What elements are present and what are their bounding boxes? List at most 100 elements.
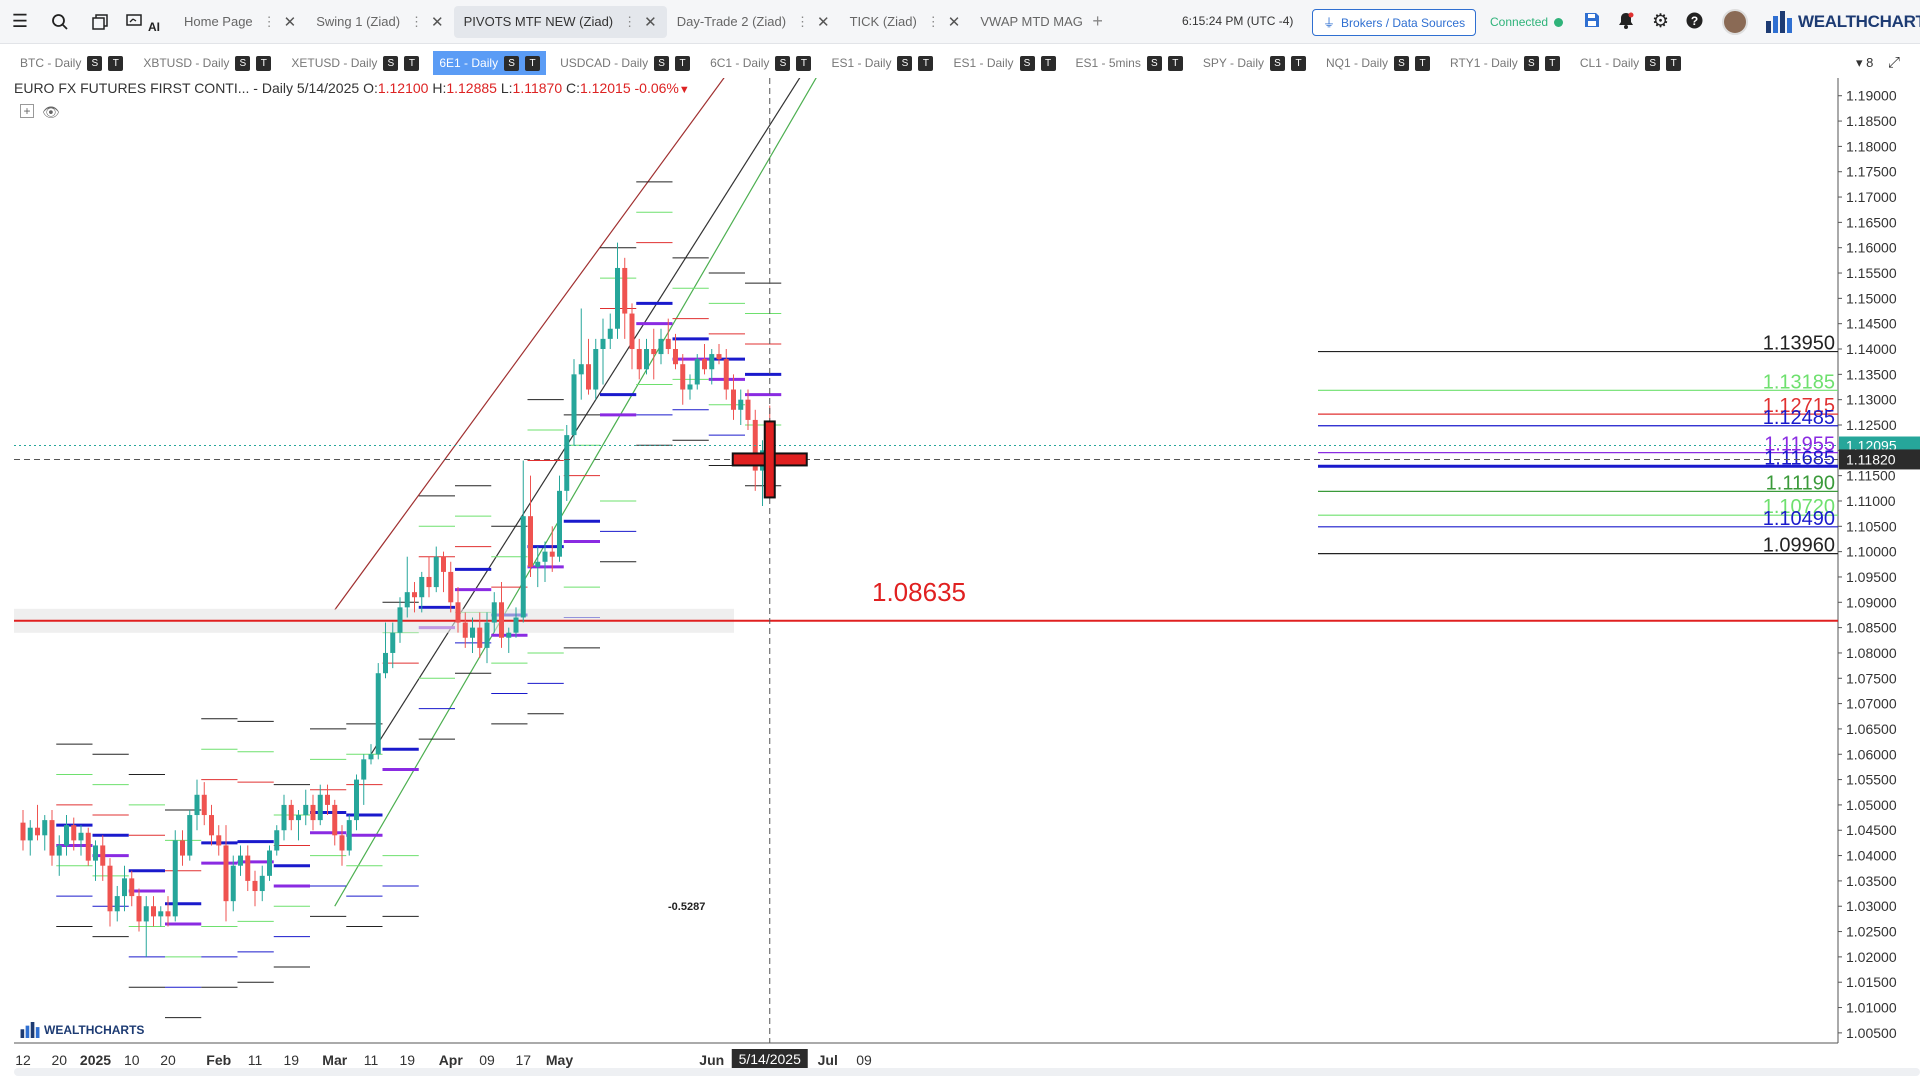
x-tick-label: 2025: [80, 1052, 111, 1068]
add-indicator-icon[interactable]: +: [20, 104, 34, 118]
symbol-t-badge[interactable]: T: [256, 55, 272, 71]
x-tick-label: 20: [160, 1052, 176, 1068]
close-icon[interactable]: ✕: [431, 13, 444, 31]
symbol-t-badge[interactable]: T: [796, 55, 812, 71]
candle-body: [325, 794, 330, 805]
help-icon[interactable]: ?: [1686, 12, 1703, 34]
tab-swing-1[interactable]: Swing 1 (Ziad) ⋮ ✕: [306, 6, 453, 38]
more-vertical-icon[interactable]: ⋮: [926, 13, 940, 29]
more-vertical-icon[interactable]: ⋮: [796, 13, 810, 29]
symbol-tab-3[interactable]: 6E1 - Daily S T: [433, 51, 547, 75]
symbol-s-badge[interactable]: S: [775, 55, 791, 71]
symbol-s-badge[interactable]: S: [383, 55, 399, 71]
symbol-s-badge[interactable]: S: [1146, 55, 1162, 71]
symbol-tab-8[interactable]: ES1 - 5mins S T: [1070, 51, 1189, 75]
tab-tick[interactable]: TICK (Ziad) ⋮ ✕: [840, 6, 971, 38]
add-tab-button[interactable]: +: [1092, 11, 1103, 31]
price-chart[interactable]: 1.19000 1.18500 1.18000 1.17500 1.17000 1.165…: [0, 78, 1920, 1068]
plot-background: [14, 78, 1838, 1043]
candle-body: [165, 911, 171, 917]
candle-body: [354, 779, 359, 821]
candle-body: [20, 822, 26, 841]
more-vertical-icon[interactable]: ⋮: [623, 13, 637, 29]
symbol-t-badge[interactable]: T: [1167, 55, 1183, 71]
gear-icon[interactable]: ⚙: [1652, 11, 1670, 32]
candle-body: [310, 804, 316, 821]
symbol-tab-1[interactable]: XBTUSD - Daily S T: [137, 51, 277, 75]
candle-body: [491, 602, 497, 623]
symbol-t-badge[interactable]: T: [675, 55, 691, 71]
symbol-label: ES1 - 5mins: [1075, 56, 1141, 70]
candle-body: [296, 815, 301, 821]
symbol-t-badge[interactable]: T: [525, 55, 541, 71]
close-icon[interactable]: ✕: [947, 13, 961, 31]
symbol-s-badge[interactable]: S: [654, 55, 670, 71]
close-icon[interactable]: ✕: [644, 13, 657, 31]
symbol-tab-10[interactable]: NQ1 - Daily S T: [1320, 51, 1436, 75]
avatar[interactable]: [1722, 9, 1748, 35]
symbol-t-badge[interactable]: T: [108, 55, 124, 71]
symbol-t-badge[interactable]: T: [1666, 55, 1682, 71]
symbol-s-badge[interactable]: S: [1270, 55, 1285, 71]
symbol-tab-6[interactable]: ES1 - Daily S T: [825, 51, 939, 75]
candle-body: [607, 328, 613, 339]
wealthcharts-logo[interactable]: WEALTHCHARTS: [1766, 11, 1920, 33]
logo-text: WEALTHCHARTS: [1798, 12, 1920, 31]
more-vertical-icon[interactable]: ⋮: [262, 13, 276, 29]
symbol-tab-11[interactable]: RTY1 - Daily S T: [1444, 51, 1566, 75]
brokers-data-sources-button[interactable]: ⏚ Brokers / Data Sources: [1312, 9, 1477, 36]
symbol-t-badge[interactable]: T: [918, 55, 934, 71]
symbol-label: ES1 - Daily: [953, 56, 1014, 70]
symbol-t-badge[interactable]: T: [404, 55, 420, 71]
tab-day-trade-2[interactable]: Day-Trade 2 (Ziad) ⋮ ✕: [667, 6, 840, 38]
tab-vwap-mtd[interactable]: VWAP MTD MAG: [970, 6, 1082, 38]
symbol-t-badge[interactable]: T: [1291, 55, 1306, 71]
candle-body: [238, 855, 243, 866]
save-icon[interactable]: [1584, 12, 1600, 33]
symbol-s-badge[interactable]: S: [504, 55, 520, 71]
tab-home-page[interactable]: Home Page ⋮ ✕: [174, 6, 306, 38]
symbol-tab-0[interactable]: BTC - Daily S T: [14, 51, 129, 75]
more-vertical-icon[interactable]: ⋮: [410, 13, 424, 29]
y-tick-label: 1.06000: [1846, 746, 1897, 762]
search-icon[interactable]: [40, 0, 80, 44]
symbol-t-badge[interactable]: T: [1040, 55, 1056, 71]
symbol-tab-9[interactable]: SPY - Daily S T: [1197, 51, 1312, 75]
symbol-tab-5[interactable]: 6C1 - Daily S T: [704, 51, 817, 75]
symbol-t-badge[interactable]: T: [1544, 55, 1560, 71]
symbol-t-badge[interactable]: T: [1415, 55, 1431, 71]
close-icon[interactable]: ✕: [817, 13, 830, 31]
bar-date: 5/14/2025: [296, 80, 360, 96]
expand-icon[interactable]: ⤢: [1888, 54, 1901, 71]
chart-area[interactable]: 1.19000 1.18500 1.18000 1.17500 1.17000 1.165…: [0, 78, 1920, 1068]
y-tick-label: 1.01000: [1846, 1000, 1897, 1016]
time-scrollbar[interactable]: [14, 1068, 1920, 1076]
ai-tools-button[interactable]: AI: [120, 0, 166, 44]
symbol-s-badge[interactable]: S: [1645, 55, 1661, 71]
symbol-s-badge[interactable]: S: [1019, 55, 1035, 71]
symbol-s-badge[interactable]: S: [1394, 55, 1410, 71]
x-tick-label: Jun: [699, 1052, 724, 1068]
hamburger-icon[interactable]: ☰: [11, 11, 29, 31]
symbol-tab-12[interactable]: CL1 - Daily S T: [1574, 51, 1687, 75]
symbol-label: 6C1 - Daily: [710, 56, 770, 70]
symbol-tab-4[interactable]: USDCAD - Daily S T: [554, 51, 696, 75]
eye-icon[interactable]: 👁: [42, 104, 60, 120]
symbol-s-badge[interactable]: S: [897, 55, 913, 71]
bell-icon[interactable]: [1618, 12, 1634, 34]
pivot-level-label: 1.11955: [1764, 434, 1835, 456]
symbol-s-badge[interactable]: S: [235, 55, 251, 71]
tab-pivots-mtf-new[interactable]: PIVOTS MTF NEW (Ziad) ⋮ ✕: [453, 5, 667, 38]
y-tick-label: 1.17000: [1846, 189, 1897, 205]
candle-body: [187, 815, 193, 856]
symbol-tab-7[interactable]: ES1 - Daily S T: [947, 51, 1061, 75]
symbol-s-badge[interactable]: S: [1523, 55, 1539, 71]
symbol-overflow-count[interactable]: ▾ 8: [1856, 55, 1874, 70]
symbol-tab-2[interactable]: XETUSD - Daily S T: [285, 51, 425, 75]
y-tick-label: 1.01500: [1846, 974, 1897, 990]
copy-layers-icon[interactable]: [80, 0, 120, 44]
symbol-s-badge[interactable]: S: [87, 55, 103, 71]
y-tick-label: 1.17500: [1846, 164, 1897, 180]
candle-body: [172, 840, 178, 917]
close-icon[interactable]: ✕: [283, 13, 297, 31]
